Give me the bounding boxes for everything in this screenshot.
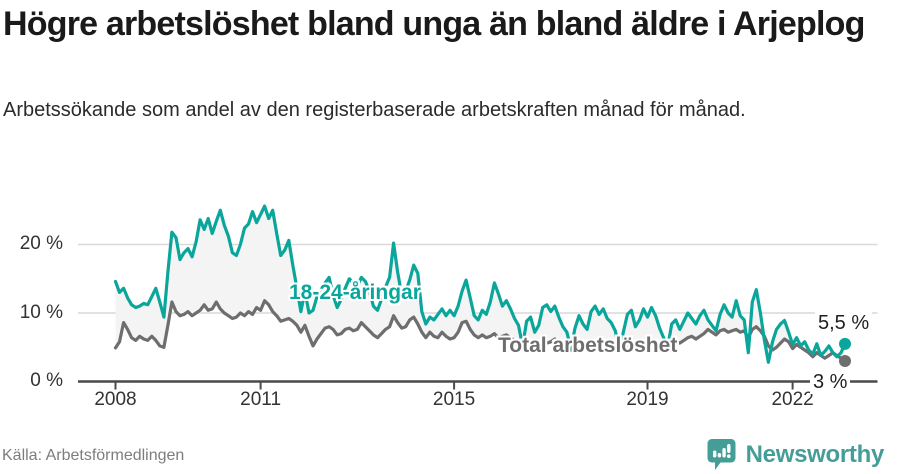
y-axis-label-0: 0 % <box>30 370 63 391</box>
x-axis-label-2008: 2008 <box>94 389 137 410</box>
total-series-label: Total arbetslöshet <box>498 334 678 357</box>
y-axis-label-10: 10 % <box>19 302 63 323</box>
total-end-dot <box>839 354 851 367</box>
x-axis-ticks <box>114 381 794 390</box>
x-axis-label-2019: 2019 <box>626 389 669 410</box>
page-subtitle: Arbetssökande som andel av den registerb… <box>3 99 746 121</box>
youth-series-label: 18-24-åringar <box>289 281 421 304</box>
y-axis-label-20: 20 % <box>19 233 63 254</box>
youth-end-value-label: 5,5 % <box>815 312 873 335</box>
youth-end-dot <box>839 337 851 350</box>
x-axis-label-2022: 2022 <box>771 389 814 410</box>
newsworthy-logo: Newsworthy <box>706 438 884 471</box>
newsworthy-bar-chart-bubble-icon <box>707 439 736 470</box>
page-title: Högre arbetslöshet bland unga än bland ä… <box>3 5 865 43</box>
newsworthy-wordmark: Newsworthy <box>745 440 885 468</box>
total-series-line <box>113 299 847 363</box>
x-axis-label-2015: 2015 <box>432 389 476 410</box>
source-note: Källa: Arbetsförmedlingen <box>2 447 185 464</box>
total-end-value-label: 3 % <box>810 371 851 394</box>
x-axis-label-2011: 2011 <box>240 389 282 410</box>
youth-series-line <box>113 204 847 364</box>
band-fill-between-series <box>115 206 845 363</box>
